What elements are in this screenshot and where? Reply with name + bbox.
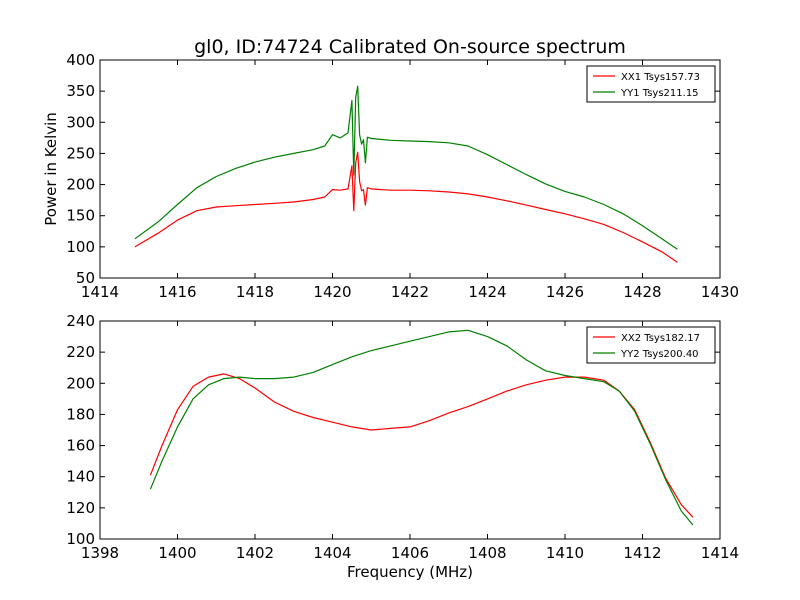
bottom-plot: 1398 1400 1402 1404 1406 1408 1410 1412 1414 100 1…: [66, 312, 739, 581]
bottom-x-tick-label: 1402: [236, 544, 274, 562]
bottom-x-tick-label: 1406: [391, 544, 429, 562]
bottom-y-tick-label: 200: [66, 374, 95, 392]
top-x-tick-label: 1430: [701, 283, 739, 301]
bottom-x-tick-label: 1398: [81, 544, 119, 562]
bottom-x-tick-label: 1412: [623, 544, 661, 562]
bottom-x-tick-label: 1404: [313, 544, 351, 562]
top-y-tick-label: 50: [76, 269, 95, 287]
bottom-x-tick-label: 1410: [546, 544, 584, 562]
top-y-axis-label: Power in Kelvin: [42, 112, 60, 226]
bottom-y-tick-label: 100: [66, 530, 95, 548]
bottom-y-tick-label: 120: [66, 499, 95, 517]
top-x-tick-label: 1418: [236, 283, 274, 301]
top-series-line-2: [134, 85, 678, 250]
top-y-tick-label: 350: [66, 82, 95, 100]
top-y-tick-label: 200: [66, 176, 95, 194]
bottom-y-tick-label: 160: [66, 437, 95, 455]
bottom-legend-label: YY2 Tsys200.40: [620, 349, 699, 360]
top-x-tick-label: 1416: [158, 283, 196, 301]
top-y-tick-label: 400: [66, 51, 95, 69]
top-x-tick-label: 1424: [468, 283, 506, 301]
top-y-tick-label: 300: [66, 113, 95, 131]
top-y-tick-label: 250: [66, 144, 95, 162]
top-x-tick-label: 1428: [623, 283, 661, 301]
bottom-x-tick-label: 1414: [701, 544, 739, 562]
bottom-y-tick-label: 240: [66, 312, 95, 330]
bottom-x-axis-label: Frequency (MHz): [347, 563, 473, 581]
bottom-legend: XX2 Tsys182.17 YY2 Tsys200.40: [586, 326, 716, 364]
chart-layer: 1414 1416 1418 1420 1422 1424 1426 1428 1430 50 10…: [42, 51, 739, 581]
bottom-x-tick-label: 1400: [158, 544, 196, 562]
bottom-x-tick-label: 1408: [468, 544, 506, 562]
bottom-y-tick-label: 180: [66, 405, 95, 423]
bottom-legend-label: XX2 Tsys182.17: [621, 333, 700, 344]
top-x-tick-label: 1426: [546, 283, 584, 301]
top-x-tick-label: 1422: [391, 283, 429, 301]
top-x-tick-label: 1420: [313, 283, 351, 301]
bottom-series-line-2: [149, 329, 694, 526]
bottom-y-tick-label: 140: [66, 468, 95, 486]
top-legend-label: XX1 Tsys157.73: [621, 72, 700, 83]
top-series-line-1: [134, 151, 678, 263]
top-legend: XX1 Tsys157.73 YY1 Tsys211.15: [586, 65, 716, 103]
figure-title: gl0, ID:74724 Calibrated On-source spect…: [194, 36, 626, 58]
top-legend-box: [586, 65, 716, 103]
top-y-tick-label: 150: [66, 207, 95, 225]
top-y-tick-label: 100: [66, 238, 95, 256]
top-plot: 1414 1416 1418 1420 1422 1424 1426 1428 1430 50 10…: [42, 51, 739, 301]
top-x-tick-label: 1414: [81, 283, 119, 301]
top-legend-label: YY1 Tsys211.15: [620, 88, 699, 99]
bottom-y-tick-label: 220: [66, 343, 95, 361]
bottom-legend-box: [586, 326, 716, 364]
